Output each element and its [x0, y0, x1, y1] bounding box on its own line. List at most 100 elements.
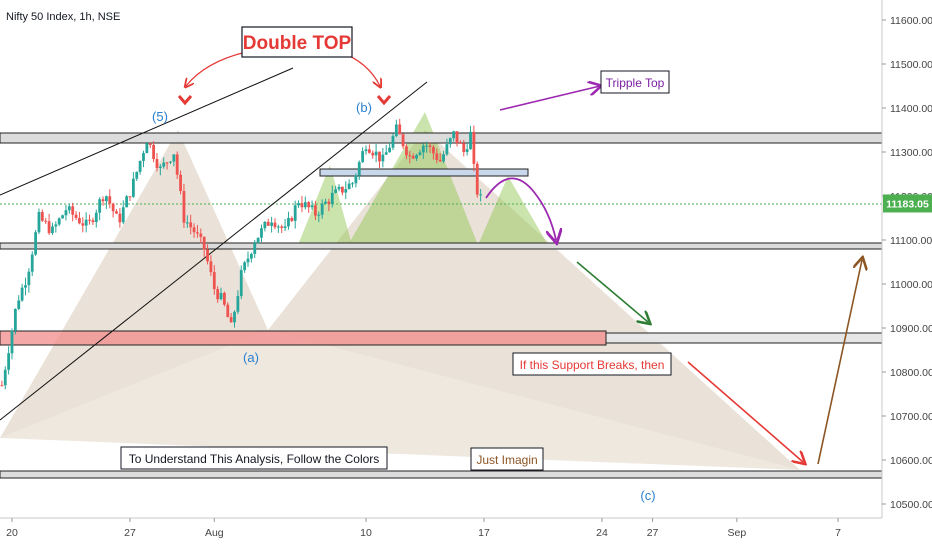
- candle-body: [115, 211, 118, 214]
- follow-colors-label: To Understand This Analysis, Follow the …: [129, 452, 380, 466]
- projection-curve: [485, 177, 556, 240]
- candle-body: [334, 189, 338, 193]
- candle-body: [219, 292, 223, 300]
- candle-body: [303, 202, 307, 208]
- candle-body: [229, 317, 233, 323]
- triple-top-hump-2: [348, 112, 478, 245]
- pattern-layer: [0, 112, 800, 470]
- candle-body: [344, 189, 348, 193]
- candle-body: [199, 233, 203, 237]
- candle-body: [233, 311, 236, 323]
- candle-body: [98, 199, 102, 213]
- candle-body: [361, 151, 365, 163]
- candle-body: [283, 226, 287, 228]
- candle-body: [111, 203, 115, 212]
- candle-body: [297, 203, 300, 206]
- candle-body: [371, 152, 375, 156]
- x-tick-label: Aug: [205, 527, 224, 539]
- candle-body: [293, 205, 297, 221]
- candle-body: [185, 222, 189, 224]
- candle-body: [212, 272, 216, 290]
- candle-body: [192, 227, 196, 233]
- candle-body: [418, 152, 422, 155]
- candle-body: [388, 147, 391, 153]
- candle-body: [452, 131, 456, 139]
- candle-body: [287, 218, 290, 227]
- channel-line-upper[interactable]: [0, 67, 294, 196]
- candle-body: [310, 205, 314, 208]
- candle-body: [260, 228, 263, 238]
- candle-body: [54, 224, 58, 227]
- harmonic-triangle-left: [0, 130, 268, 438]
- candle-body: [3, 369, 7, 386]
- candle-body: [189, 222, 193, 228]
- candle-body: [391, 136, 395, 148]
- candle-body: [13, 308, 17, 331]
- triple-top-hump-1: [298, 165, 352, 245]
- candle-body: [324, 201, 327, 204]
- candle-body: [142, 153, 145, 161]
- wave-c-label: (c): [640, 488, 655, 503]
- candle-body: [209, 261, 213, 273]
- candle-body: [249, 253, 253, 259]
- wave-a-label: (a): [243, 350, 259, 365]
- just-imagin-box[interactable]: [470, 447, 544, 471]
- candle-body: [44, 220, 48, 222]
- x-tick-label: 27: [647, 527, 659, 539]
- candle-body: [71, 206, 75, 215]
- candle-body: [152, 144, 155, 160]
- candle-body: [273, 222, 277, 228]
- x-tick-label: 7: [835, 527, 841, 539]
- candle-body: [145, 143, 149, 154]
- candle-body: [94, 212, 98, 223]
- candle-body: [51, 226, 54, 234]
- candle-body: [280, 226, 284, 228]
- candle-body: [347, 183, 351, 190]
- candle-body: [263, 221, 267, 229]
- support-breaks-box[interactable]: [512, 352, 672, 376]
- channel-line-lower[interactable]: [0, 81, 428, 421]
- candle-body: [455, 131, 459, 143]
- candle-body: [472, 131, 476, 164]
- candle-body: [378, 151, 381, 162]
- support-zone-band-right[interactable]: [605, 332, 883, 344]
- candle-body: [432, 146, 435, 154]
- candle-body: [314, 205, 317, 216]
- follow-colors-box[interactable]: [120, 446, 388, 470]
- candle-body: [428, 145, 432, 147]
- candle-body: [47, 221, 51, 234]
- candle-body: [226, 304, 230, 318]
- tripple-top-box[interactable]: [600, 70, 670, 94]
- arrows-layer: [177, 51, 862, 464]
- candle-body: [128, 196, 132, 198]
- candle-body: [341, 186, 344, 193]
- candle-body: [253, 243, 257, 254]
- candle-body: [479, 194, 483, 196]
- double-top-arc-left: [186, 51, 247, 86]
- candle-body: [337, 186, 341, 190]
- candle-body: [57, 218, 61, 225]
- candle-body: [442, 154, 445, 162]
- candle-body: [30, 254, 34, 272]
- candle-body: [155, 159, 159, 168]
- y-tick-label: 11300.00: [890, 147, 932, 159]
- candle-body: [105, 196, 108, 202]
- candle-body: [401, 134, 405, 147]
- trendlines-layer: [0, 67, 428, 421]
- candle-body: [459, 142, 462, 144]
- neckline-band[interactable]: [0, 242, 883, 250]
- x-tick-label: 17: [478, 527, 490, 539]
- last-price-label: 11183.05: [886, 198, 929, 210]
- double-top-box[interactable]: [241, 26, 353, 58]
- candle-body: [270, 222, 273, 226]
- support-zone-band[interactable]: [0, 330, 607, 346]
- candle-body: [320, 203, 324, 215]
- small-resistance-band[interactable]: [319, 168, 529, 177]
- low-support-band[interactable]: [0, 470, 883, 479]
- candle-body: [138, 160, 142, 172]
- candle-body: [475, 163, 479, 195]
- candle-body: [40, 212, 44, 221]
- y-tick-label: 11600.00: [890, 15, 932, 27]
